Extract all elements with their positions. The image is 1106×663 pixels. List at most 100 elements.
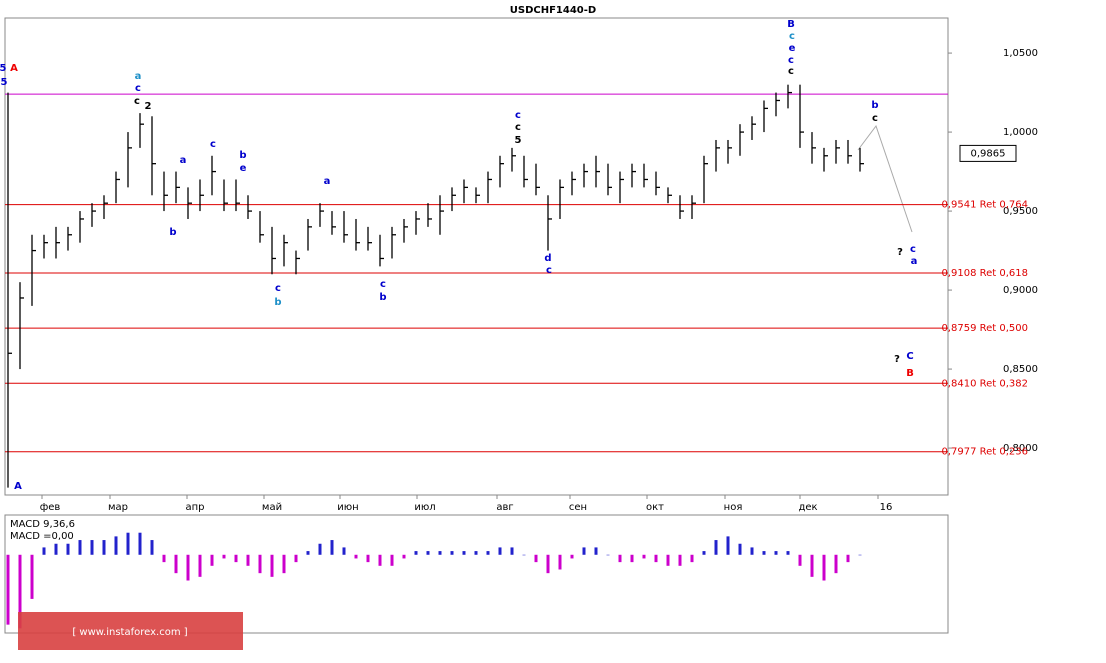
macd-bar [270,554,274,577]
wave-label: a [135,71,142,82]
macd-bar [138,532,142,555]
wave-label: ? [894,354,900,365]
macd-bar [498,547,502,555]
wave-label: c [135,83,141,94]
macd-bar [126,532,130,555]
macd-bar [210,554,214,566]
macd-bar [546,554,550,574]
y-tick-label: 1,0500 [1003,48,1038,59]
wave-label: A [10,63,18,74]
macd-bar [342,547,346,555]
y-tick-label: 1,0000 [1003,127,1038,138]
x-tick-label: 16 [880,502,893,513]
wave-label: c [210,139,216,150]
y-tick-label: 0,9000 [1003,285,1038,296]
wave-label: c [910,244,916,255]
macd-bar [726,536,730,555]
macd-bar [570,554,574,559]
macd-bar [846,554,850,563]
wave-label: e [240,163,247,174]
macd-bar [714,540,718,555]
x-tick-label: окт [646,502,664,513]
macd-bar [594,547,598,555]
macd-bar [858,554,862,556]
macd-frame [4,514,949,634]
macd-label: MACD 9,36,6 [10,519,75,530]
macd-bar [6,554,10,625]
x-tick-label: фев [40,502,61,513]
x-tick-label: май [262,502,282,513]
macd-bar [834,554,838,574]
macd-bar [474,551,478,555]
wave-label: a [911,256,918,267]
macd-bar [786,551,790,555]
macd-bar [366,554,370,563]
macd-bar [378,554,382,566]
macd-bar [42,547,46,555]
wave-label: c [872,113,878,124]
x-tick-label: июн [337,502,358,513]
wave-label: 5 [0,63,7,74]
wave-label: c [515,122,521,133]
wave-label: b [169,227,176,238]
macd-bar [30,554,34,599]
macd-bar [414,551,418,555]
macd-bar [510,547,514,555]
macd-bar [702,551,706,555]
macd-bar [750,547,754,555]
x-tick-label: июл [414,502,435,513]
wave-label: A [14,481,22,492]
wave-label: 2 [145,101,152,112]
wave-label: b [239,150,246,161]
wave-label: ? [897,247,903,258]
x-tick-label: авг [496,502,513,513]
macd-bar [18,554,22,629]
macd-bar [810,554,814,577]
wave-label: c [546,265,552,276]
macd-bar [174,554,178,574]
y-tick-label: 0,8000 [1003,443,1038,454]
wave-label: b [379,292,386,303]
x-tick-label: дек [798,502,817,513]
macd-bar [114,536,118,555]
retracement-label: 0,9108 Ret 0,618 [941,268,1028,279]
wave-label: B [787,19,795,30]
wave-label: c [515,110,521,121]
macd-bar [462,551,466,555]
macd-bar [294,554,298,563]
plot-frame [4,17,949,496]
macd-bar [186,554,190,581]
x-tick-label: сен [569,502,587,513]
macd-bar [282,554,286,574]
macd-bar [426,551,430,555]
wave-label: c [789,31,795,42]
wave-label: a [180,155,187,166]
wave-label: d [544,253,551,264]
macd-bar [762,551,766,555]
chart-title: USDCHF1440-D [510,5,596,16]
macd-bar [798,554,802,566]
wave-label: e [789,43,796,54]
macd-bar [738,543,742,555]
wave-label: c [134,96,140,107]
macd-bar [774,551,778,555]
macd-bar [258,554,262,574]
layer: 1,0500 1,0000 0,9500 0,9000 0,8500 0,8000 фев м… [0,19,1038,629]
wave-label: B [906,368,914,379]
macd-bar [450,551,454,555]
macd-bar [606,554,610,556]
forecast-path [857,124,913,233]
macd-bar [666,554,670,566]
macd-bar [54,543,58,555]
macd-bar [234,554,238,563]
macd-bar [150,540,154,555]
macd-bar [822,554,826,581]
x-tick-label: мар [108,502,128,513]
retracement-label: 0,8759 Ret 0,500 [941,323,1028,334]
macd-bar [354,554,358,559]
macd-bar [438,551,442,555]
macd-bar [330,540,334,555]
wave-label: c [275,283,281,294]
watermark-box [18,612,243,650]
macd-bar [390,554,394,566]
